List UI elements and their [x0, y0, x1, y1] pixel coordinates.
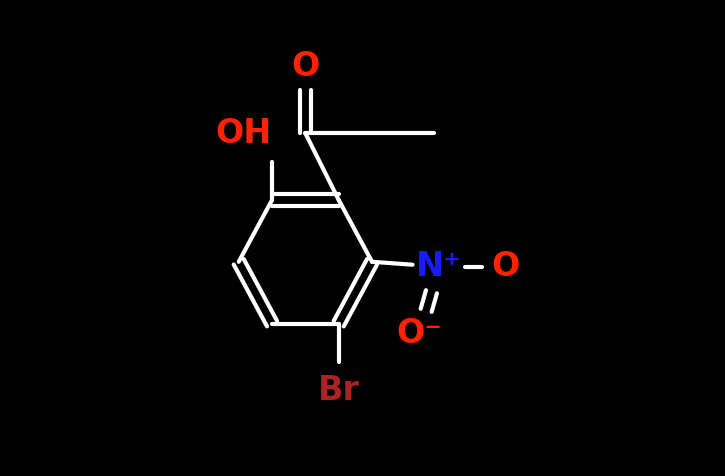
Text: O⁻: O⁻: [397, 317, 442, 350]
Text: Br: Br: [318, 374, 360, 407]
Text: O: O: [291, 50, 320, 83]
Text: OH: OH: [216, 117, 272, 150]
Text: O: O: [491, 250, 519, 283]
Text: N⁺: N⁺: [415, 250, 462, 283]
